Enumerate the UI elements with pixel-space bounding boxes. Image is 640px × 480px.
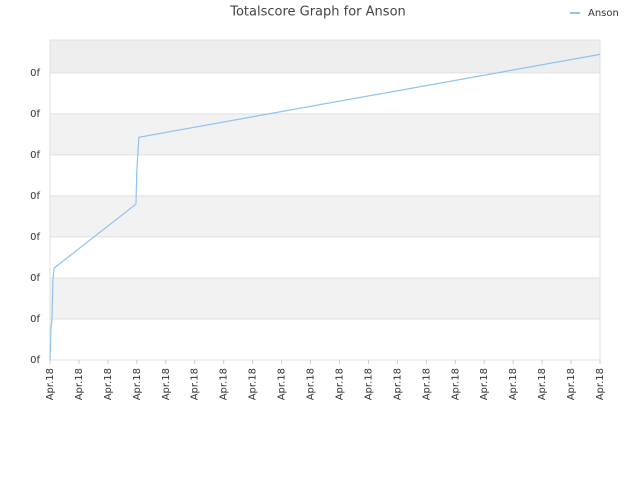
x-tick-label: Apr.18 [537,368,548,400]
x-tick-label: Apr.18 [450,368,461,400]
x-tick-label: Apr.18 [277,368,288,400]
y-tick-label: 0f [30,273,40,284]
x-tick-label: Apr.18 [334,368,345,400]
x-tick-label: Apr.18 [45,368,56,400]
x-tick-label: Apr.18 [306,368,317,400]
plot-band [50,195,600,237]
x-tick-label: Apr.18 [161,368,172,400]
x-tick-label: Apr.18 [190,368,201,400]
y-tick-label: 0f [30,314,40,325]
legend-label: Anson [588,8,619,19]
x-tick-label: Apr.18 [74,368,85,400]
x-tick-label: Apr.18 [248,368,259,400]
plot-band [50,40,600,73]
y-tick-label: 0f [30,150,40,161]
y-tick-label: 0f [30,68,40,79]
plot-border [49,39,601,361]
plot-band [50,113,600,155]
x-tick-label: Apr.18 [595,368,606,400]
x-tick-label: Apr.18 [363,368,374,400]
x-tick-label: Apr.18 [421,368,432,400]
x-tick-label: Apr.18 [103,368,114,400]
y-tick-label: 0f [30,191,40,202]
y-tick-label: 0f [30,232,40,243]
chart-title: Totalscore Graph for Anson [229,5,406,20]
y-tick-label: 0f [30,355,40,366]
x-tick-label: Apr.18 [566,368,577,400]
y-tick-label: 0f [30,109,40,120]
x-tick-label: Apr.18 [479,368,490,400]
x-tick-label: Apr.18 [392,368,403,400]
x-tick-label: Apr.18 [508,368,519,400]
x-tick-label: Apr.18 [132,368,143,400]
x-tick-label: Apr.18 [219,368,230,400]
plot-band [50,277,600,319]
data-line [49,53,601,361]
